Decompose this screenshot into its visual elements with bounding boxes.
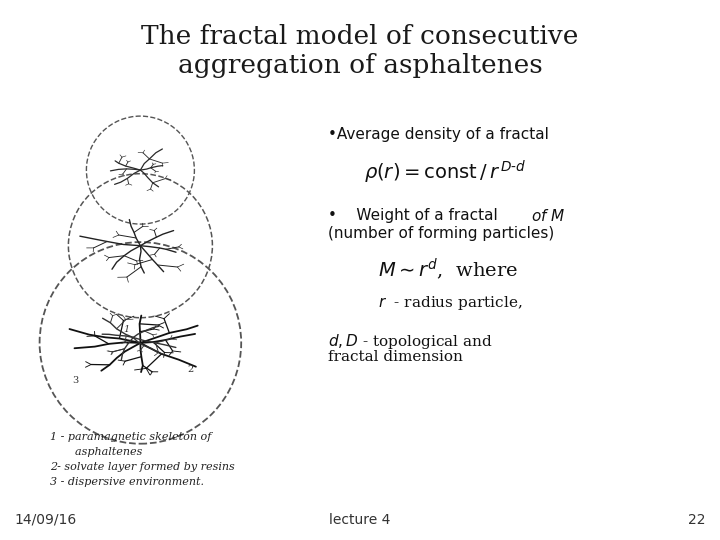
Text: (number of forming particles): (number of forming particles)	[328, 226, 554, 241]
Text: 3: 3	[73, 376, 78, 385]
Text: 22: 22	[688, 512, 706, 526]
Text: $\mathit{of\ M}$: $\mathit{of\ M}$	[531, 208, 566, 224]
Text: fractal dimension: fractal dimension	[328, 350, 462, 364]
Text: $\rho(r) = \mathrm{const}\,/\,r^{\,D\text{-}d}$: $\rho(r) = \mathrm{const}\,/\,r^{\,D\tex…	[364, 159, 526, 186]
Text: 1: 1	[123, 325, 129, 334]
Text: •Average density of a fractal: •Average density of a fractal	[328, 127, 549, 142]
Text: 2- solvate layer formed by resins: 2- solvate layer formed by resins	[50, 462, 235, 472]
Text: The fractal model of consecutive
aggregation of asphaltenes: The fractal model of consecutive aggrega…	[141, 24, 579, 78]
Text: 2: 2	[188, 366, 194, 374]
Text: 3 - dispersive environment.: 3 - dispersive environment.	[50, 477, 204, 488]
Text: lecture 4: lecture 4	[329, 512, 391, 526]
Text: •    Weight of a fractal: • Weight of a fractal	[328, 208, 503, 223]
Text: 14/09/16: 14/09/16	[14, 512, 76, 526]
Text: $r$  - radius particle,: $r$ - radius particle,	[378, 294, 523, 312]
Text: 1 - paramagnetic skeleton of: 1 - paramagnetic skeleton of	[50, 432, 212, 442]
Text: asphaltenes: asphaltenes	[61, 447, 143, 457]
Text: $d, D$ - topological and: $d, D$ - topological and	[328, 332, 492, 351]
Text: $M \sim r^{d}$,  where: $M \sim r^{d}$, where	[378, 256, 518, 282]
